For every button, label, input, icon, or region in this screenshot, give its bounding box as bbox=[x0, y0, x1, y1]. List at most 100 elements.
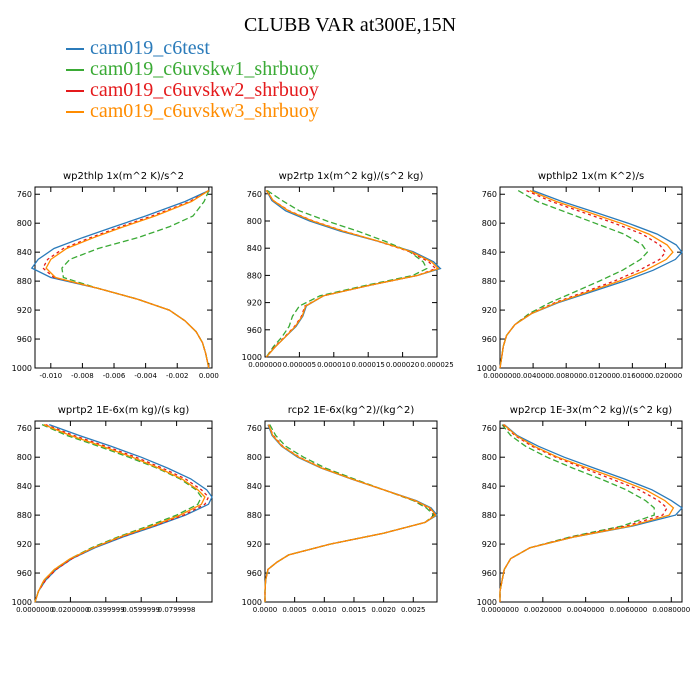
chart-panel: wp2rtp 1x(m^2 kg)/(s^2 kg) 760 800 840 880 92… bbox=[242, 171, 454, 369]
series-line bbox=[499, 189, 683, 369]
series-line bbox=[265, 190, 437, 358]
x-tick-label: 0.000000 bbox=[248, 361, 281, 369]
chart-title: wprtp2 1E-6x(m kg)/(s kg) bbox=[58, 405, 190, 416]
legend-swatch bbox=[66, 48, 84, 50]
y-tick-label: 880 bbox=[482, 277, 497, 286]
x-tick-label: 0.000 bbox=[199, 372, 219, 380]
plot-frame bbox=[264, 186, 438, 358]
series-line bbox=[499, 424, 668, 602]
x-tick-label: 0.020000 bbox=[649, 372, 682, 380]
plot-frame bbox=[499, 420, 683, 603]
y-tick-label: 840 bbox=[247, 482, 262, 491]
legend-label: cam019_c6test bbox=[90, 37, 210, 59]
x-tick-label: 0.000015 bbox=[351, 361, 384, 369]
legend-label: cam019_c6uvskw1_shrbuoy bbox=[90, 58, 319, 80]
x-tick-label: 0.0010 bbox=[312, 606, 337, 614]
series-line bbox=[34, 423, 206, 603]
x-tick-label: 0.000010 bbox=[317, 361, 350, 369]
y-tick-label: 840 bbox=[17, 248, 32, 257]
x-tick-label: 0.0000000 bbox=[481, 606, 519, 614]
x-tick-label: 0.0000000 bbox=[16, 606, 54, 614]
x-tick-label: 0.0080000 bbox=[652, 606, 690, 614]
y-tick-label: 800 bbox=[247, 453, 262, 462]
x-tick-label: 0.008000 bbox=[549, 372, 582, 380]
series-line bbox=[264, 424, 435, 602]
x-tick-label: 0.000020 bbox=[386, 361, 419, 369]
x-tick-label: 0.0060000 bbox=[610, 606, 648, 614]
series-line bbox=[265, 190, 442, 358]
chart-title: wp2rtp 1x(m^2 kg)/(s^2 kg) bbox=[279, 171, 424, 182]
series-line bbox=[265, 190, 440, 358]
x-tick-label: 0.0015 bbox=[342, 606, 367, 614]
y-tick-label: 800 bbox=[482, 453, 497, 462]
plot-frame bbox=[34, 186, 213, 369]
y-tick-label: 840 bbox=[247, 244, 262, 253]
series-line bbox=[34, 423, 213, 603]
x-tick-label: 0.0200000 bbox=[51, 606, 89, 614]
chart-panel: wp2thlp 1x(m^2 K)/s^2 760 800 840 880 920 960 1… bbox=[12, 171, 219, 380]
chart-title: rcp2 1E-6x(kg^2)/(kg^2) bbox=[288, 405, 415, 416]
y-tick-label: 920 bbox=[247, 299, 262, 308]
x-tick-label: 0.016000 bbox=[616, 372, 649, 380]
y-tick-label: 1000 bbox=[477, 364, 497, 373]
y-tick-label: 760 bbox=[247, 190, 262, 199]
chart-title: wpthlp2 1x(m K^2)/s bbox=[538, 171, 644, 182]
y-tick-label: 920 bbox=[247, 540, 262, 549]
legend-label: cam019_c6uvskw2_shrbuoy bbox=[90, 79, 319, 101]
y-tick-label: 880 bbox=[482, 511, 497, 520]
series-line bbox=[499, 189, 674, 369]
x-tick-label: -0.006 bbox=[103, 372, 126, 380]
chart-panel: wp2rcp 1E-3x(m^2 kg)/(s^2 kg) 760 800 840 88… bbox=[477, 405, 691, 614]
y-tick-label: 880 bbox=[17, 277, 32, 286]
x-tick-label: 0.000005 bbox=[283, 361, 316, 369]
x-tick-label: 0.0599999 bbox=[122, 606, 160, 614]
x-tick-label: -0.002 bbox=[166, 372, 189, 380]
x-tick-label: 0.0399999 bbox=[87, 606, 125, 614]
figure-title: CLUBB VAR at300E,15N bbox=[243, 14, 457, 36]
series-line bbox=[34, 424, 203, 603]
series-line bbox=[30, 190, 210, 369]
series-line bbox=[61, 190, 210, 369]
y-tick-label: 840 bbox=[482, 482, 497, 491]
y-tick-label: 760 bbox=[247, 424, 262, 433]
x-tick-label: 0.000000 bbox=[483, 372, 516, 380]
series-line bbox=[34, 423, 210, 603]
y-tick-label: 960 bbox=[482, 335, 497, 344]
y-tick-label: 760 bbox=[17, 424, 32, 433]
series-line bbox=[264, 424, 437, 602]
y-tick-label: 800 bbox=[17, 219, 32, 228]
y-tick-label: 960 bbox=[17, 569, 32, 578]
y-tick-label: 1000 bbox=[477, 598, 497, 607]
series-line bbox=[499, 424, 655, 602]
chart-panel: wprtp2 1E-6x(m kg)/(s kg) 760 800 840 880 920… bbox=[12, 405, 213, 614]
x-tick-label: 0.000025 bbox=[420, 361, 453, 369]
chart-title: wp2thlp 1x(m^2 K)/s^2 bbox=[63, 171, 184, 182]
x-tick-label: -0.008 bbox=[71, 372, 94, 380]
y-tick-label: 960 bbox=[247, 569, 262, 578]
series-line bbox=[42, 190, 210, 369]
y-tick-label: 880 bbox=[247, 271, 262, 280]
y-tick-label: 880 bbox=[17, 511, 32, 520]
x-tick-label: 0.004000 bbox=[516, 372, 549, 380]
series-line bbox=[45, 190, 210, 369]
y-tick-label: 960 bbox=[482, 569, 497, 578]
y-tick-label: 1000 bbox=[12, 364, 32, 373]
y-tick-label: 880 bbox=[247, 511, 262, 520]
legend-swatch bbox=[66, 69, 84, 71]
y-tick-label: 920 bbox=[482, 540, 497, 549]
x-tick-label: 0.0040000 bbox=[567, 606, 605, 614]
y-tick-label: 1000 bbox=[12, 598, 32, 607]
chart-title: wp2rcp 1E-3x(m^2 kg)/(s^2 kg) bbox=[510, 405, 673, 416]
y-tick-label: 960 bbox=[17, 335, 32, 344]
x-tick-label: -0.010 bbox=[40, 372, 63, 380]
y-tick-label: 920 bbox=[17, 540, 32, 549]
legend-swatch bbox=[66, 90, 84, 92]
plot-frame bbox=[34, 420, 213, 603]
y-tick-label: 760 bbox=[17, 190, 32, 199]
x-tick-label: 0.0020000 bbox=[524, 606, 562, 614]
y-tick-label: 800 bbox=[17, 453, 32, 462]
x-tick-label: 0.0005 bbox=[282, 606, 307, 614]
y-tick-label: 840 bbox=[17, 482, 32, 491]
chart-panel: rcp2 1E-6x(kg^2)/(kg^2) 760 800 840 880 920 96… bbox=[242, 405, 438, 614]
